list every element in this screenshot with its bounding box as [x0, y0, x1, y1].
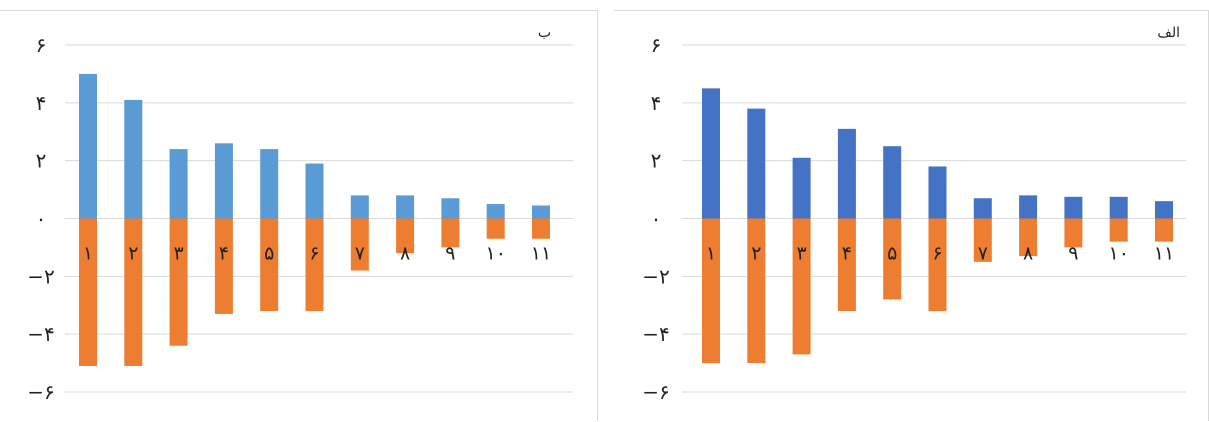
y-tick-label: −۲ — [642, 264, 670, 288]
bar — [747, 218, 766, 364]
chart-panel-b: ب ۶ ۴ ۲ ۰ −۲ −۴ −۶ ۱ ۲ ۳ ۴ ۵ ۶ ۷ ۸ ۹ ۱۰ ۱۱ — [0, 10, 598, 421]
category-label: ۵ — [887, 243, 897, 265]
bar — [214, 218, 233, 314]
bar — [792, 218, 811, 355]
bar — [837, 128, 856, 219]
bar — [486, 218, 505, 239]
bar — [532, 205, 550, 219]
bar — [928, 166, 947, 219]
chart-svg-b: ۶ ۴ ۲ ۰ −۲ −۴ −۶ ۱ ۲ ۳ ۴ ۵ ۶ ۷ ۸ ۹ ۱۰ ۱۱ — [27, 33, 573, 404]
bar — [1155, 218, 1173, 242]
bar — [883, 218, 902, 300]
chart-title: الف — [1157, 25, 1180, 41]
bar — [1064, 218, 1083, 248]
bar — [1109, 218, 1128, 242]
bar — [1109, 196, 1128, 219]
bar — [747, 108, 766, 219]
bar — [260, 218, 279, 312]
bar — [79, 73, 97, 219]
bar — [305, 218, 324, 312]
bar — [702, 218, 720, 364]
bar — [973, 218, 992, 262]
y-tick-label: −۲ — [27, 264, 55, 288]
chart-title: ب — [537, 25, 551, 41]
bar — [792, 157, 811, 219]
bar — [350, 195, 369, 219]
bar — [1019, 218, 1038, 257]
category-label: ۸ — [1023, 243, 1033, 265]
category-label: ۳ — [173, 243, 183, 265]
category-label: ۲ — [128, 243, 138, 265]
category-label: ۴ — [842, 243, 852, 265]
bar — [928, 218, 947, 312]
category-label: ۷ — [355, 243, 365, 265]
y-tick-label: ۲ — [651, 149, 662, 173]
bar — [305, 163, 324, 219]
category-label: ۶ — [932, 243, 942, 265]
category-label: ۱۰ — [1108, 243, 1128, 265]
bar — [702, 88, 720, 219]
category-label: ۵ — [264, 243, 274, 265]
y-tick-label: ۴ — [651, 91, 662, 115]
y-tick-label: −۶ — [27, 380, 55, 404]
category-label: ۱۱ — [1154, 243, 1174, 265]
bar — [837, 218, 856, 312]
category-label: ۱ — [706, 243, 716, 265]
category-label: ۹ — [445, 243, 455, 265]
y-tick-label: −۴ — [642, 322, 670, 346]
category-label: ۸ — [400, 243, 410, 265]
bar — [486, 204, 505, 219]
category-label: ۱۱ — [531, 243, 551, 265]
bar — [214, 143, 233, 219]
y-tick-label: ۰ — [36, 207, 47, 231]
bar — [1155, 201, 1173, 219]
bar — [350, 218, 369, 271]
bar — [396, 195, 415, 219]
category-label: ۲ — [751, 243, 761, 265]
category-label: ۶ — [309, 243, 319, 265]
bar — [883, 146, 902, 219]
y-tick-label: ۶ — [651, 33, 662, 57]
category-label: ۱۰ — [485, 243, 505, 265]
bar — [532, 218, 550, 239]
y-tick-label: −۶ — [642, 380, 670, 404]
bar — [1019, 195, 1038, 219]
bar — [441, 198, 460, 219]
bar — [169, 149, 188, 219]
bar — [396, 218, 415, 254]
bar — [169, 218, 188, 346]
bar — [124, 99, 143, 219]
y-tick-label: −۴ — [27, 322, 55, 346]
y-tick-label: ۰ — [651, 207, 662, 231]
y-tick-label: ۲ — [36, 149, 47, 173]
bar — [1064, 196, 1083, 219]
bar — [441, 218, 460, 248]
chart-panel-alef: الف ۶ ۴ ۲ ۰ −۲ −۴ −۶ ۱ ۲ ۳ ۴ ۵ ۶ ۷ ۸ ۹ ۱۰ ۱۱ — [614, 10, 1209, 421]
category-label: ۳ — [796, 243, 806, 265]
category-label: ۴ — [219, 243, 229, 265]
bar — [973, 198, 992, 219]
bar — [260, 149, 279, 219]
bar — [79, 218, 97, 366]
category-label: ۷ — [978, 243, 988, 265]
category-label: ۱ — [83, 243, 93, 265]
y-tick-label: ۴ — [36, 91, 47, 115]
y-tick-label: ۶ — [36, 33, 47, 57]
chart-svg-alef: ۶ ۴ ۲ ۰ −۲ −۴ −۶ ۱ ۲ ۳ ۴ ۵ ۶ ۷ ۸ ۹ ۱۰ ۱۱ — [642, 33, 1186, 404]
bar — [124, 218, 143, 366]
category-label: ۹ — [1068, 243, 1078, 265]
